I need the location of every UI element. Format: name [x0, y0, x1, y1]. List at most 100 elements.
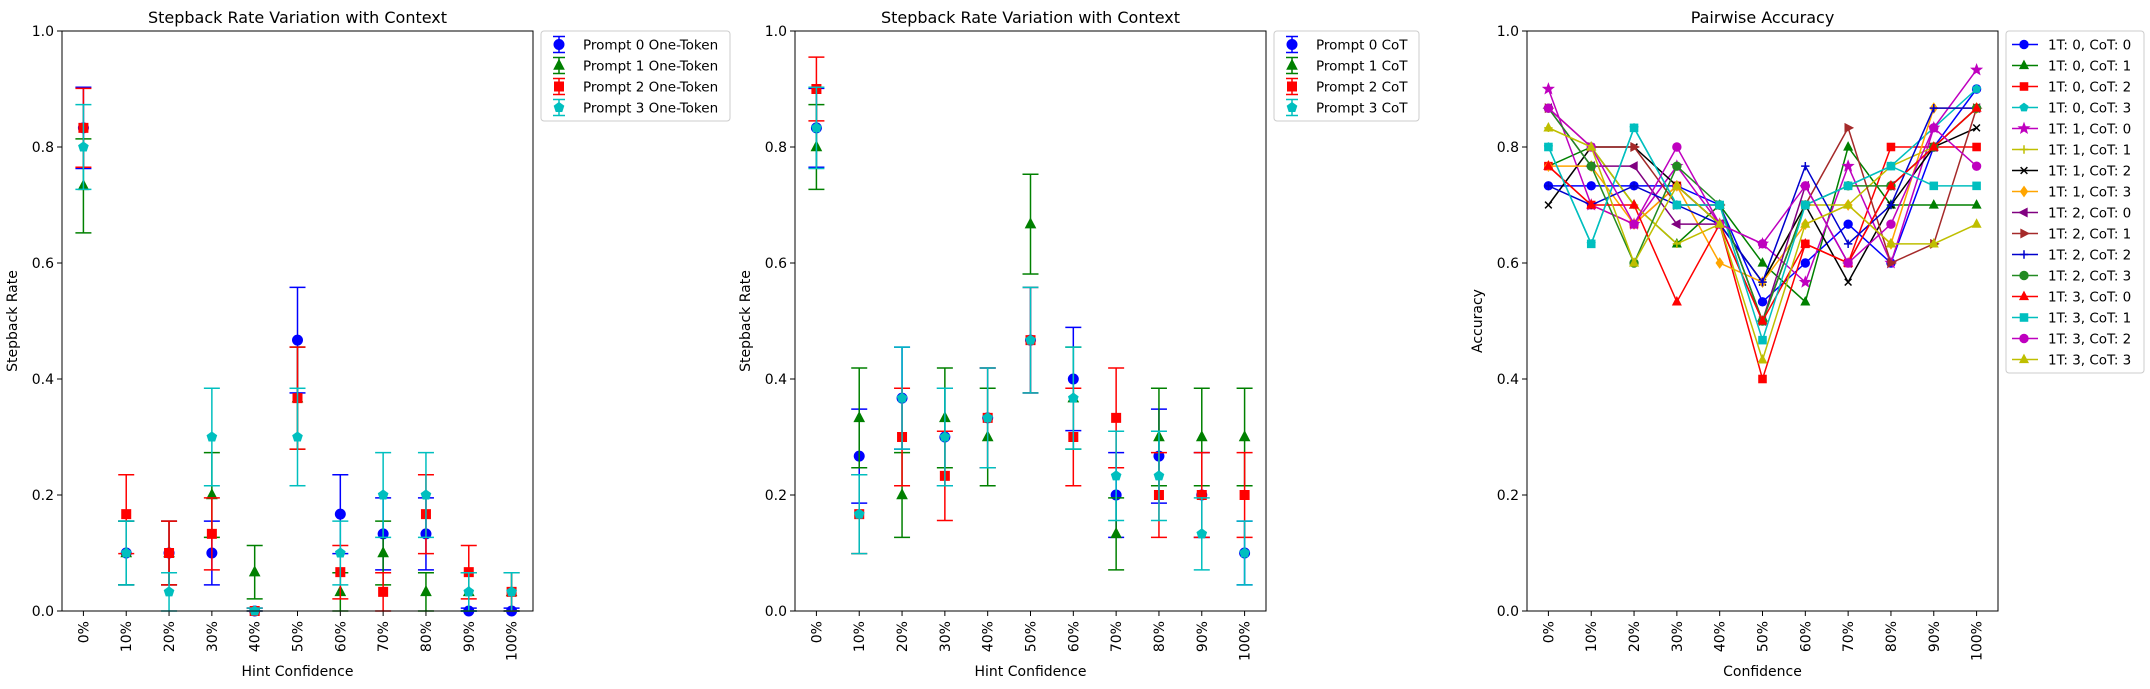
x-tick-label: 10% — [852, 621, 868, 652]
series-9 — [1542, 103, 1981, 327]
data-point — [1886, 142, 1896, 152]
data-point — [1110, 470, 1122, 481]
data-point — [1757, 315, 1768, 325]
data-point — [1757, 257, 1768, 267]
chart-title: Stepback Rate Variation with Context — [881, 8, 1180, 27]
y-axis-label: Stepback Rate — [738, 270, 754, 372]
series-12 — [1543, 103, 1982, 326]
chart-panel-2: Stepback Rate Variation with Context 0.0 0… — [738, 8, 1420, 680]
legend-label: 1T: 2, CoT: 2 — [2048, 248, 2131, 264]
y-tick-label: 0.8 — [32, 140, 54, 156]
data-point — [1630, 141, 1640, 153]
series-line — [1547, 107, 1978, 324]
legend-label: Prompt 3 One-Token — [583, 101, 718, 117]
data-point — [1843, 219, 1853, 229]
y-tick-label: 0.4 — [1497, 372, 1519, 388]
x-tick-label: 60% — [1066, 621, 1082, 652]
data-point — [292, 334, 303, 346]
legend-label: 1T: 3, CoT: 0 — [2048, 290, 2131, 306]
data-point — [1586, 239, 1596, 249]
x-tick-label: 40% — [981, 621, 997, 652]
y-axis-label: Accuracy — [1470, 289, 1486, 353]
plot-frame — [1526, 30, 1999, 612]
legend: 1T: 0, CoT: 0 1T: 0, CoT: 1 1T: 0, CoT: 2 1… — [2005, 30, 2145, 374]
legend-marker — [553, 39, 565, 50]
data-point — [1628, 161, 1638, 172]
x-tick-label: 50% — [1756, 621, 1772, 652]
legend-marker — [2019, 250, 2029, 259]
legend-marker — [2020, 166, 2028, 175]
y-axis-label: Stepback Rate — [5, 270, 21, 372]
legend-label: 1T: 2, CoT: 1 — [2048, 227, 2131, 243]
series-3 — [75, 87, 520, 616]
data-point — [1885, 237, 1896, 248]
x-tick-label: 50% — [1024, 621, 1040, 652]
data-point — [1972, 142, 1981, 152]
data-point — [1544, 181, 1553, 191]
legend-label: 1T: 2, CoT: 3 — [2048, 269, 2131, 285]
y-tick-label: 1.0 — [765, 24, 787, 40]
x-tick-label: 10% — [1584, 621, 1600, 652]
legend-marker — [2019, 39, 2029, 50]
y-tick-label: 0.8 — [1497, 140, 1519, 156]
data-point — [1971, 161, 1982, 171]
chart-title: Stepback Rate Variation with Context — [148, 8, 447, 27]
data-point — [1672, 161, 1682, 171]
data-point — [1543, 103, 1554, 113]
legend-box — [1273, 30, 1420, 122]
legend-marker — [2018, 290, 2030, 301]
data-point — [1629, 219, 1639, 229]
data-point — [1886, 161, 1896, 171]
x-tick-label: 80% — [419, 621, 435, 652]
data-point — [1844, 278, 1853, 287]
legend-marker — [1286, 58, 1298, 70]
legend-marker — [1286, 39, 1298, 50]
data-point — [292, 431, 303, 442]
y-tick-label: 1.0 — [32, 24, 54, 40]
legend-marker — [1286, 101, 1298, 113]
data-point — [1971, 218, 1982, 228]
legend-box — [2005, 30, 2145, 374]
data-point — [164, 548, 175, 558]
data-point — [206, 528, 217, 539]
data-point — [982, 412, 994, 423]
y-tick-label: 0.4 — [32, 372, 54, 388]
data-point — [1843, 141, 1854, 151]
data-point — [1541, 82, 1555, 95]
data-point — [1629, 123, 1639, 133]
data-point — [420, 585, 432, 597]
x-tick-label: 60% — [1798, 621, 1814, 652]
data-point — [1672, 239, 1682, 249]
legend-marker — [2018, 59, 2030, 70]
series-15 — [1543, 103, 1982, 268]
data-point — [1238, 430, 1251, 442]
plot-frame — [61, 30, 534, 612]
x-axis-label: Hint Confidence — [242, 664, 354, 680]
y-tick-label: 0.0 — [765, 604, 787, 620]
data-point — [1672, 200, 1682, 210]
y-tick-label: 0.2 — [32, 488, 54, 504]
x-tick-label: 20% — [162, 621, 178, 652]
legend-label: 1T: 3, CoT: 3 — [2048, 353, 2131, 369]
data-point — [811, 122, 822, 133]
y-tick-label: 0.2 — [1497, 488, 1519, 504]
legend-marker — [2019, 102, 2029, 112]
x-axis-label: Hint Confidence — [975, 664, 1087, 680]
data-point — [377, 546, 389, 558]
legend-marker — [2019, 270, 2029, 281]
x-axis-label: Confidence — [1723, 664, 1802, 680]
x-tick-label: 10% — [119, 621, 135, 652]
x-tick-label: 80% — [1884, 621, 1900, 652]
data-point — [334, 547, 346, 558]
data-point — [1670, 219, 1681, 230]
data-point — [1239, 490, 1250, 500]
x-tick-label: 0% — [809, 621, 825, 643]
legend-label: Prompt 0 CoT — [1316, 38, 1408, 54]
data-point — [1971, 102, 1982, 112]
data-point — [1972, 123, 1981, 132]
series-5 — [1541, 62, 1984, 288]
data-point — [1886, 200, 1896, 210]
data-point — [1714, 218, 1725, 228]
legend-marker — [553, 101, 565, 113]
series-16 — [1543, 121, 1982, 364]
